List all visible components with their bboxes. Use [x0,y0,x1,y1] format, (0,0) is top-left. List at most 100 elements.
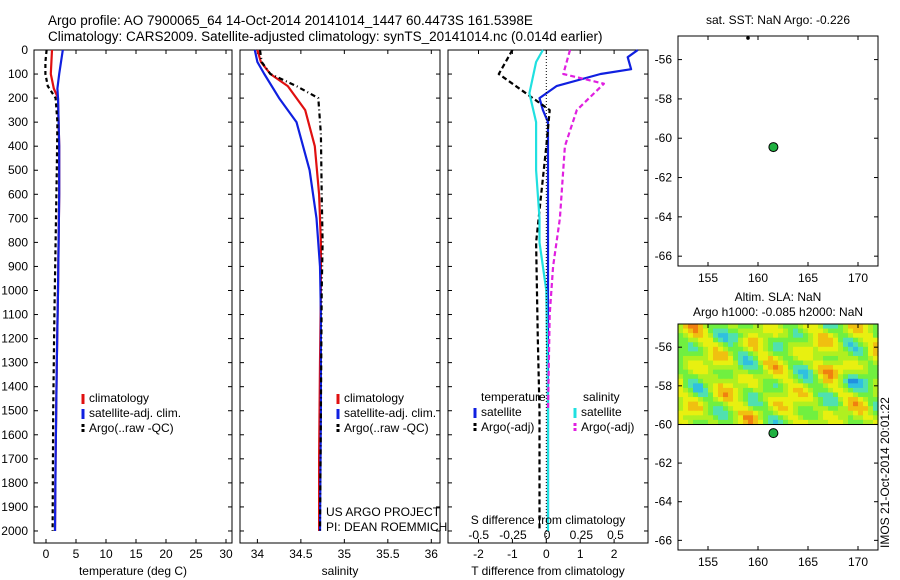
sla-heatmap-cell [718,419,724,426]
depth-tick-label: 1900 [1,500,28,514]
sla-heatmap-cell [813,360,819,366]
sla-heatmap-cell [803,401,809,407]
sla-heatmap-cell [873,410,879,416]
sla-heatmap-cell [843,419,849,426]
sla-heatmap-cell [788,328,794,334]
sla-heatmap-cell [713,333,719,339]
figure-title-line2: Climatology: CARS2009. Satellite-adjuste… [48,29,603,44]
sla-heatmap-cell [808,374,814,380]
sla-heatmap-cell [783,406,789,412]
sla-heatmap-cell [713,360,719,366]
sla-heatmap-cell [818,333,824,339]
difference-legend-title-temperature: temperature [481,390,546,404]
sla-heatmap-cell [683,392,689,398]
sla-heatmap-cell [763,387,769,394]
salinity-xtick-label: 35 [338,547,352,561]
sla-heatmap-cell [813,387,819,394]
sla-heatmap-cell [813,342,819,348]
sla-heatmap-cell [698,392,704,398]
sla-heatmap-cell [838,355,844,362]
sla-heatmap-cell [778,401,784,407]
sla-heatmap-cell [783,346,789,352]
sla-heatmap-cell [753,383,759,389]
sla-heatmap-cell [828,383,834,389]
sla-heatmap-cell [773,351,779,357]
sla-heatmap-cell [798,415,804,421]
depth-tick-label: 800 [8,235,28,249]
sla-heatmap-cell [753,401,759,407]
sla-heatmap-cell [848,387,854,394]
sla-heatmap-cell [793,328,799,334]
sla-heatmap-cell [768,378,774,384]
sla-heatmap-cell [718,337,724,343]
sla-heatmap-cell [708,355,714,362]
sla-heatmap-cell [848,351,854,357]
sla-heatmap-cell [853,360,859,366]
sla-heatmap-cell [758,401,764,407]
sla-heatmap-cell [753,328,759,334]
sla-heatmap-cell [803,333,809,339]
sla-heatmap-cell [793,360,799,366]
sla-heatmap-cell [853,410,859,416]
sla-heatmap-cell [698,337,704,343]
sla-heatmap-cell [778,378,784,384]
difference-xlabel: T difference from climatology [471,564,625,578]
sla-heatmap-cell [863,415,869,421]
depth-tick-label: 1700 [1,452,28,466]
sla-heatmap-cell [803,328,809,334]
difference-top-xtick-label: -0.5 [468,528,489,542]
sla-heatmap-cell [703,401,709,407]
sla-heatmap-cell [848,328,854,334]
sla-heatmap-cell [828,328,834,334]
sla-heatmap-cell [748,383,754,389]
sla-heatmap-cell [823,360,829,366]
sst-map-ytick-label: -58 [655,92,673,106]
sla-heatmap-cell [738,397,744,403]
temperature-frame [33,49,233,544]
sla-heatmap-cell [778,355,784,362]
sla-heatmap-cell [828,406,834,412]
sla-heatmap-cell [713,419,719,426]
sla-heatmap-cell [763,351,769,357]
sla-heatmap-cell [703,410,709,416]
sla-heatmap-cell [838,392,844,398]
figure-title-line1: Argo profile: AO 7900065_64 14-Oct-2014 … [48,13,533,28]
sla-heatmap-cell [853,406,859,412]
sla-heatmap-cell [873,387,879,394]
sla-heatmap-cell [853,374,859,380]
depth-tick-label: 1600 [1,428,28,442]
sla-heatmap-cell [693,365,699,371]
difference-top-xtick-label: 0.5 [607,528,624,542]
sla-heatmap-cell [763,365,769,371]
sla-heatmap-cell [733,406,739,412]
sla-heatmap-cell [838,346,844,352]
sla-heatmap-cell [758,397,764,403]
sla-heatmap-cell [678,401,684,407]
sla-heatmap-cell [713,415,719,421]
sla-heatmap-cell [873,324,879,330]
sla-map-title-line1: Altim. SLA: NaN [735,290,822,304]
sla-heatmap-cell [708,333,714,339]
sla-heatmap-cell [723,383,729,389]
sla-heatmap-cell [688,333,694,339]
sla-heatmap-cell [868,383,874,389]
salinity-xtick-label: 36 [425,547,439,561]
sla-heatmap-cell [833,346,839,352]
sla-heatmap-cell [783,337,789,343]
sla-heatmap-cell [718,333,724,339]
sla-heatmap-cell [848,406,854,412]
sla-heatmap-cell [688,406,694,412]
sla-heatmap-cell [738,392,744,398]
sla-heatmap-cell [823,410,829,416]
sla-heatmap-cell [858,406,864,412]
sla-heatmap-cell [868,415,874,421]
sla-heatmap-cell [808,410,814,416]
sla-heatmap-cell [688,392,694,398]
sla-heatmap-cell [808,415,814,421]
sla-heatmap-cell [858,346,864,352]
sla-heatmap-cell [873,406,879,412]
sla-heatmap-cell [838,365,844,371]
sla-heatmap-cell [853,333,859,339]
sla-heatmap-cell [678,415,684,421]
